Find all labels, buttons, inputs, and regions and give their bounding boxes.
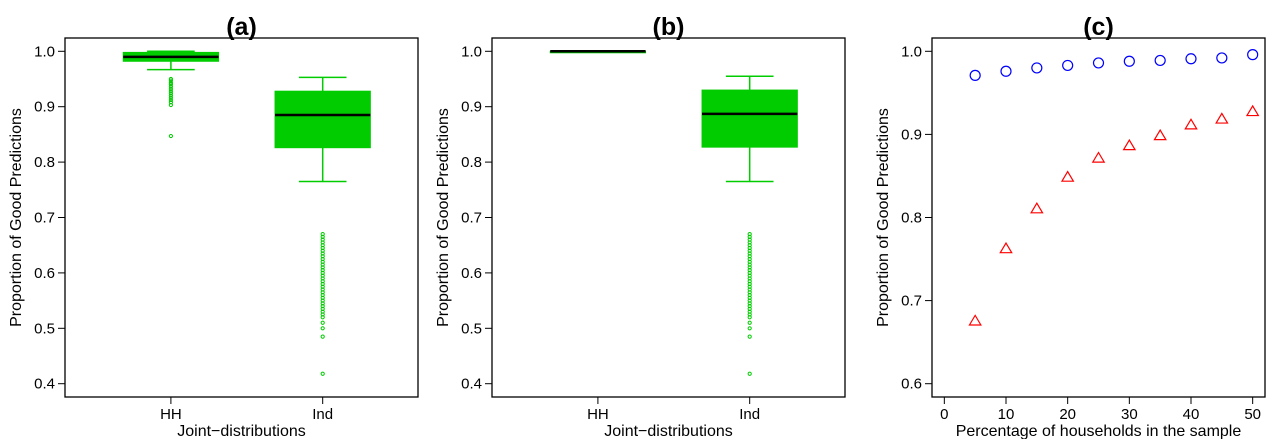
- outlier-point: [320, 326, 325, 331]
- x-tick-label: 20: [1059, 406, 1076, 423]
- panel-b: (b) 0.4 0.5 0.6 0.7 0.8 0.9 1.0 Proportion of Go…: [435, 13, 846, 439]
- y-axis-label: Proportion of Good Predictions: [8, 108, 25, 327]
- triangle-point: [1091, 151, 1106, 163]
- y-tick-label: 0.4: [461, 376, 482, 393]
- y-tick-label: 0.4: [34, 376, 55, 393]
- x-tick-label: 50: [1244, 406, 1261, 423]
- circle-point: [1092, 57, 1105, 69]
- x-tick-label: 30: [1121, 406, 1138, 423]
- y-tick-label: 1.0: [34, 43, 55, 60]
- y-tick-label: 0.9: [34, 99, 55, 116]
- y-tick-label: 0.6: [901, 376, 922, 393]
- outlier-point: [320, 371, 325, 376]
- series-triangle: [968, 104, 1260, 326]
- triangle-point: [1153, 128, 1167, 141]
- y-tick-label: 0.7: [34, 210, 55, 227]
- outlier-point: [168, 80, 173, 85]
- y-tick-label: 0.6: [461, 265, 482, 282]
- x-tick-label: 40: [1183, 406, 1200, 423]
- outlier-point: [747, 371, 752, 376]
- y-tick-label: 0.6: [34, 265, 55, 282]
- y-tick-label: 0.8: [461, 154, 482, 171]
- box-HH: [549, 50, 647, 54]
- circle-point: [1154, 54, 1166, 67]
- circle-point: [1216, 52, 1228, 64]
- y-tick-label: 0.5: [461, 320, 482, 337]
- circle-point: [969, 69, 981, 81]
- outlier-point: [747, 315, 752, 320]
- y-tick-label: 0.9: [461, 99, 482, 116]
- box-iqr: [701, 89, 798, 148]
- x-tick-label: Ind: [739, 406, 760, 423]
- outlier-point: [168, 95, 173, 100]
- outlier-point: [747, 334, 752, 339]
- x-tick-label: 10: [998, 406, 1015, 423]
- box-HH: [122, 50, 220, 139]
- circle-point: [1062, 59, 1074, 72]
- circle-point: [1123, 55, 1135, 67]
- panel-c: (c) 0.6 0.7 0.8 0.9 1.0 Proportion of Good Pre…: [875, 13, 1266, 439]
- outlier-point: [168, 91, 173, 96]
- circle-point: [1031, 62, 1043, 74]
- circle-point: [1185, 53, 1197, 65]
- x-axis-label: Joint−distributions: [604, 423, 733, 439]
- outlier-point: [320, 315, 325, 320]
- panel-a: (a) 0.4 0.5 0.6 0.7 0.8 0.9 1.0 Proportion of Go…: [8, 13, 419, 439]
- y-axis-label: Proportion of Good Predictions: [875, 108, 892, 327]
- y-tick-label: 1.0: [461, 43, 482, 60]
- y-tick-label: 0.7: [461, 210, 482, 227]
- y-tick-label: 0.8: [34, 154, 55, 171]
- series-circle: [969, 49, 1259, 81]
- x-axis-label: Percentage of households in the sample: [956, 423, 1242, 439]
- outlier-point: [168, 93, 173, 98]
- outlier-point: [320, 334, 325, 339]
- outlier-point: [168, 78, 173, 83]
- box-iqr: [274, 90, 371, 149]
- outlier-point: [168, 97, 173, 103]
- x-axis-label: Joint−distributions: [177, 423, 306, 439]
- circle-point: [1247, 49, 1259, 61]
- circle-point: [1000, 65, 1012, 77]
- x-tick-label: Ind: [312, 406, 333, 423]
- outlier-point: [168, 133, 173, 139]
- outlier-point: [168, 86, 173, 92]
- y-tick-label: 0.9: [901, 126, 922, 143]
- triangle-point: [1184, 118, 1198, 130]
- outlier-point: [168, 76, 173, 82]
- panel-title: (a): [226, 13, 257, 41]
- triangle-point: [1245, 104, 1260, 117]
- triangle-point: [999, 241, 1013, 254]
- triangle-point: [1122, 138, 1137, 151]
- outlier-point: [168, 82, 173, 87]
- box-Ind: [274, 76, 371, 376]
- x-tick-label: HH: [160, 406, 182, 423]
- panel-title: (c): [1083, 13, 1114, 41]
- plot-frame: [931, 37, 1266, 398]
- outlier-point: [747, 320, 752, 325]
- y-tick-label: 0.5: [34, 320, 55, 337]
- outlier-point: [168, 89, 173, 94]
- y-tick-label: 0.7: [901, 293, 922, 310]
- y-axis-label: Proportion of Good Predictions: [435, 108, 452, 327]
- box-Ind: [701, 75, 798, 376]
- x-tick-label: 0: [940, 406, 948, 423]
- triangle-point: [1030, 202, 1044, 214]
- outlier-point: [747, 326, 752, 331]
- x-tick-label: HH: [587, 406, 609, 423]
- y-tick-label: 1.0: [901, 43, 922, 60]
- outlier-point: [168, 84, 173, 89]
- triangle-point: [1215, 112, 1229, 124]
- outlier-point: [168, 102, 173, 108]
- outlier-point: [320, 320, 325, 325]
- triangle-point: [968, 314, 982, 326]
- y-tick-label: 0.8: [901, 210, 922, 227]
- triangle-point: [1060, 170, 1075, 182]
- panel-title: (b): [653, 13, 685, 41]
